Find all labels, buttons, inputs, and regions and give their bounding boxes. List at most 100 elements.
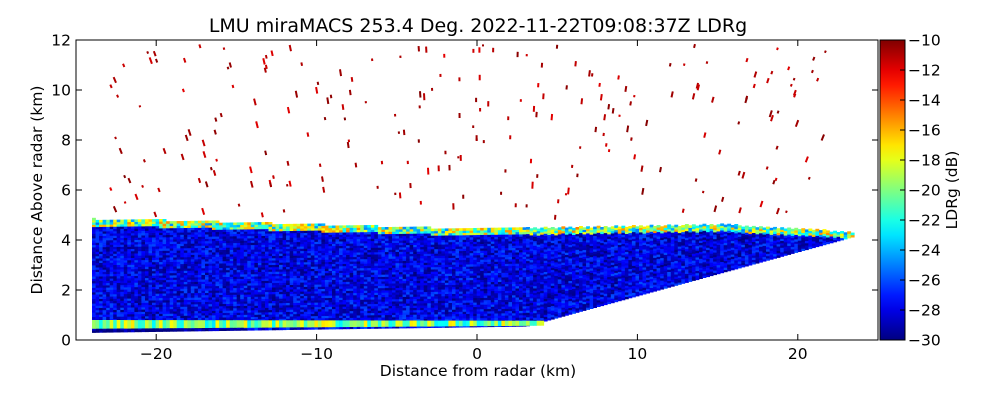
echo-cell [233,245,238,248]
echo-cell [159,228,163,231]
echo-cell [427,287,432,290]
echo-cell [183,286,188,289]
echo-cell [342,288,347,291]
echo-cell [99,307,103,311]
echo-cell [166,317,170,321]
echo-cell [303,264,308,267]
echo-cell [229,240,234,244]
echo-cell [452,284,456,288]
echo-cell [300,316,305,319]
echo-cell [293,246,298,249]
echo-cell [303,261,308,265]
echo-cell [370,306,375,309]
echo-cell [441,280,446,283]
echo-cell [180,290,185,294]
echo-cell [197,292,202,296]
echo-cell [95,273,100,277]
echo-cell [201,220,206,224]
echo-cell [130,275,135,279]
echo-cell [123,237,128,241]
echo-cell [95,219,100,223]
echo-cell [314,309,319,312]
echo-cell [176,236,181,240]
echo-cell [222,240,227,244]
echo-cell [194,229,199,233]
echo-cell [261,280,266,284]
echo-cell [420,303,425,306]
echo-cell [384,290,389,293]
echo-cell [293,298,298,301]
echo-cell [127,300,132,304]
echo-cell [399,278,403,282]
echo-cell [282,260,287,263]
echo-cell [141,309,146,312]
echo-cell [190,261,195,264]
echo-cell [395,231,400,234]
echo-cell [102,316,107,320]
echo-cell [339,241,343,244]
echo-cell [353,263,358,267]
echo-cell [162,237,167,240]
echo-cell [293,266,298,270]
echo-cell [148,232,153,236]
echo-cell [268,222,273,225]
echo-cell [268,255,273,259]
echo-cell [257,312,262,315]
echo-cell [275,224,280,227]
echo-cell [332,225,336,229]
echo-cell [215,328,220,332]
echo-cell [434,275,439,279]
echo-cell [180,277,185,280]
echo-cell [300,268,305,272]
echo-cell [437,300,442,304]
echo-cell [275,298,280,301]
echo-cell [187,234,192,237]
echo-cell [317,250,322,254]
echo-cell [99,285,103,288]
echo-cell [134,277,139,281]
echo-cell [173,288,178,292]
echo-cell [328,230,333,233]
echo-cell [95,316,100,320]
echo-cell [377,236,382,239]
echo-cell [392,294,396,297]
echo-cell [229,305,234,309]
echo-cell [226,287,230,291]
echo-cell [222,251,227,255]
echo-cell [275,300,280,304]
echo-cell [300,259,305,263]
echo-cell [187,317,192,321]
echo-cell [265,291,269,295]
echo-cell [353,268,358,271]
echo-cell [159,243,163,247]
echo-cell [303,293,308,296]
echo-cell [406,319,410,322]
echo-cell [95,285,100,288]
echo-cell [137,262,142,265]
echo-cell [130,268,135,272]
echo-cell [317,264,322,267]
echo-cell [106,260,111,263]
echo-cell [409,262,414,266]
echo-cell [109,244,114,248]
echo-cell [339,254,343,258]
echo-cell [92,316,96,320]
echo-cell [162,252,167,256]
echo-cell [328,225,333,229]
echo-cell [137,241,142,245]
echo-cell [212,222,216,226]
echo-cell [317,223,322,227]
echo-cell [250,233,255,237]
echo-cell [459,280,463,283]
echo-cell [353,261,358,264]
echo-cell [116,271,121,274]
echo-cell [459,307,463,310]
echo-cell [265,271,269,275]
echo-cell [296,257,301,261]
echo-cell [289,257,294,261]
echo-cell [222,328,227,331]
echo-cell [374,312,379,316]
echo-cell [300,248,305,252]
echo-cell [275,316,280,319]
echo-cell [159,291,163,294]
